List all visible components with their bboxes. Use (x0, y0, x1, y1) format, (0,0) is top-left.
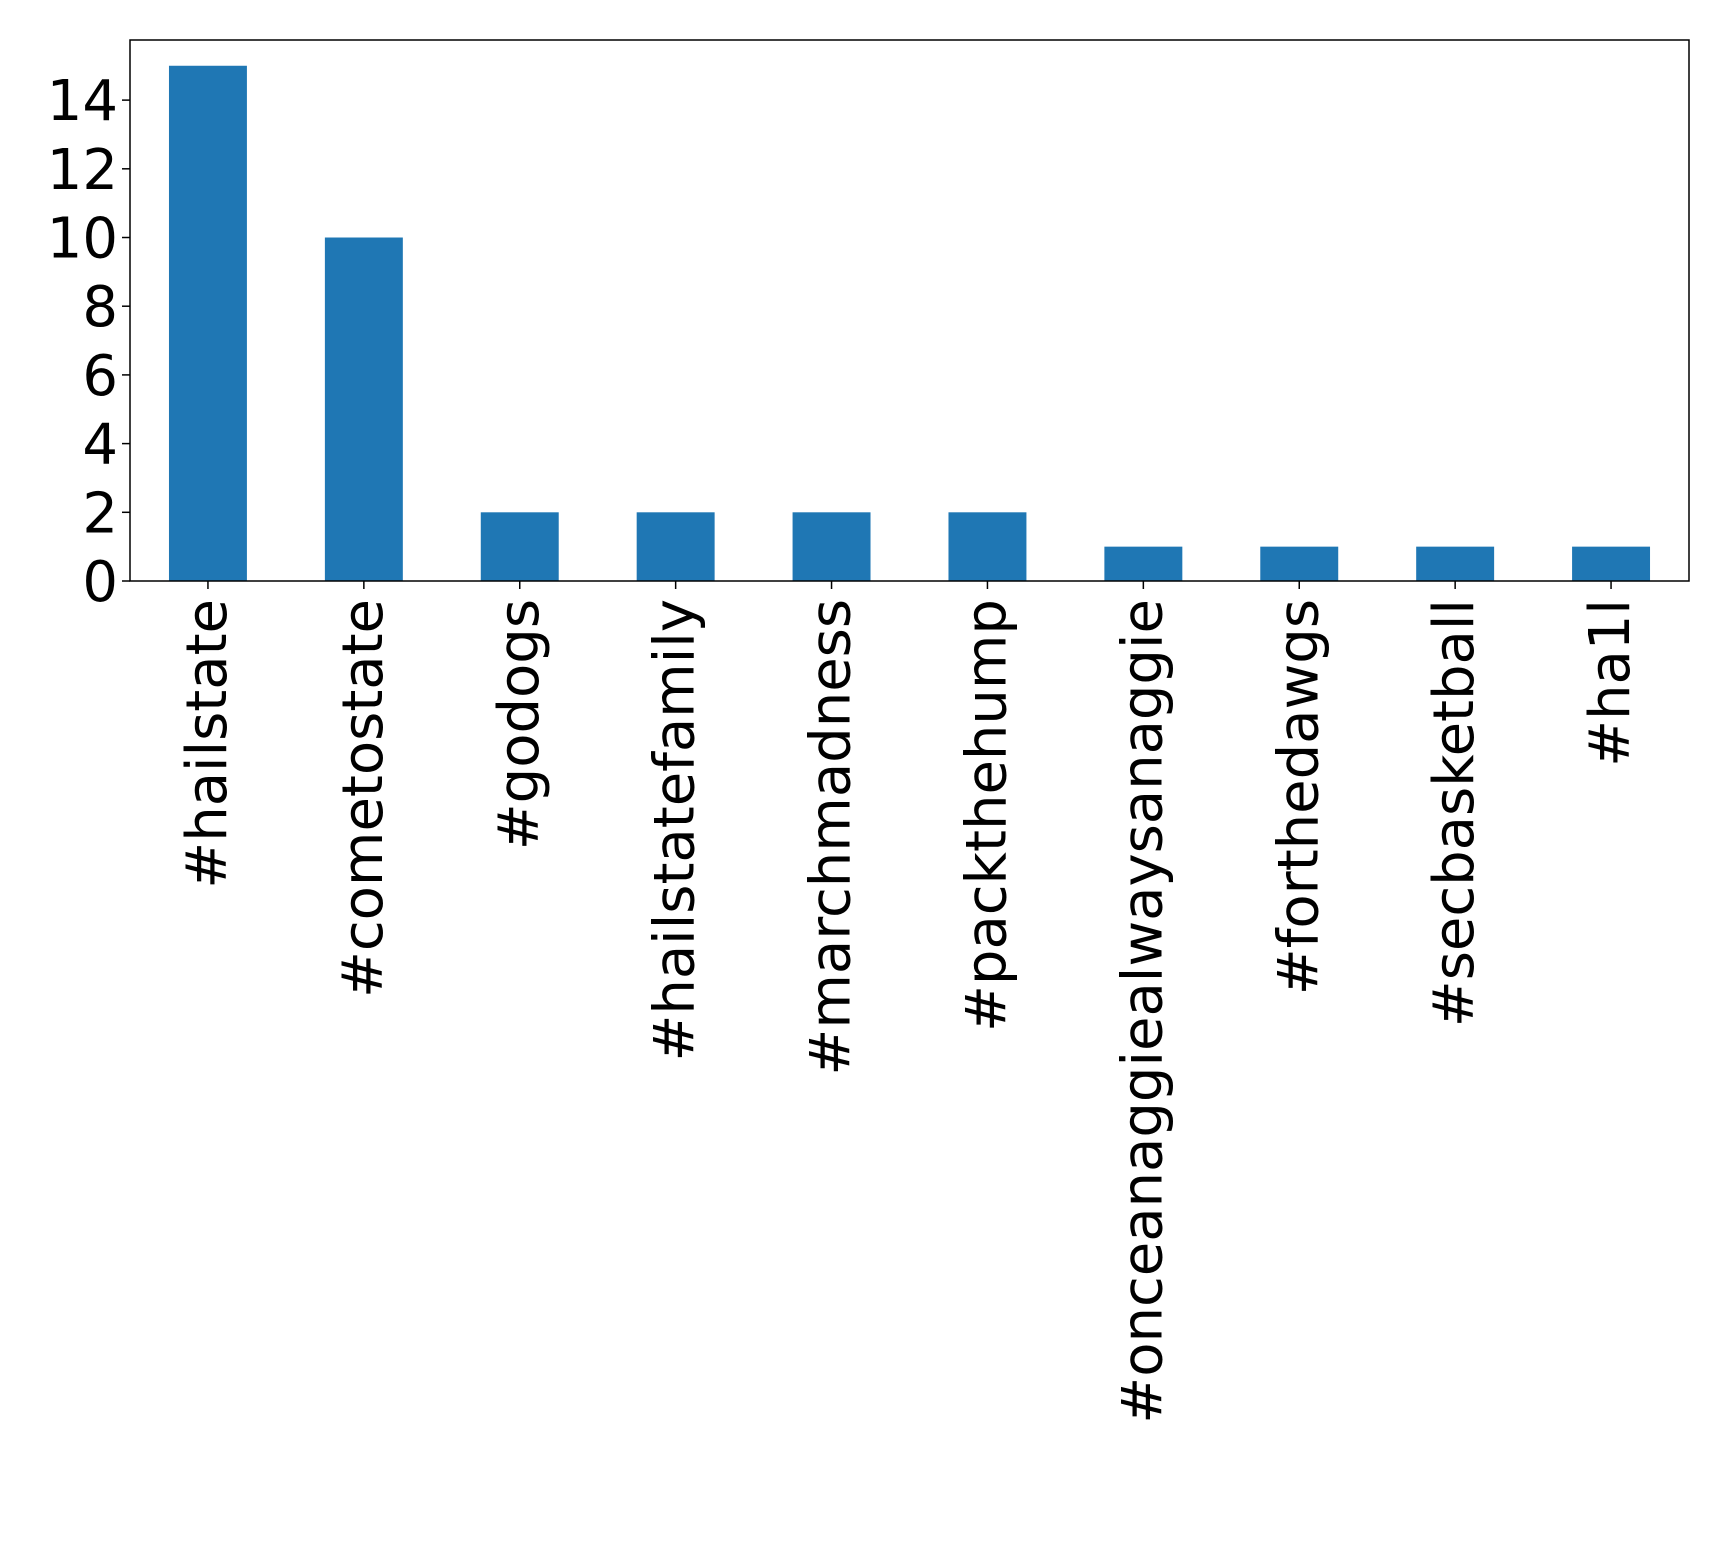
y-tick-label: 10 (47, 207, 118, 272)
bar-godogs (480, 512, 559, 581)
bar-onceanaggiealwaysanaggie (1104, 546, 1183, 581)
y-tick-label: 12 (47, 138, 118, 203)
bar-cometostate (324, 237, 403, 581)
x-axis: #hailstate #cometostate #godogs #hailstatef… (175, 581, 1643, 1424)
x-tick-label: #marchmadness (799, 599, 864, 1076)
y-tick-label: 8 (82, 275, 118, 340)
x-tick-label: #cometostate (331, 599, 396, 998)
x-tick-label: #godogs (487, 599, 552, 850)
bars-layer (168, 65, 1651, 581)
x-tick-label: #packthehump (954, 599, 1019, 1032)
x-tick-label: #hailstatefamily (643, 599, 708, 1062)
plot-frame (129, 39, 1690, 582)
x-tick-label: #secbasketball (1422, 599, 1487, 1027)
x-tick-label: #forthedawgs (1266, 599, 1331, 995)
y-tick-label: 6 (82, 344, 118, 409)
bar-hailstatefamily (636, 512, 715, 581)
bar-secbasketball (1416, 546, 1495, 581)
x-tick-label: #ha1l (1578, 599, 1643, 767)
y-tick-label: 14 (47, 69, 118, 134)
bar-packthehump (948, 512, 1027, 581)
y-tick-label: 2 (82, 481, 118, 546)
y-tick-label: 4 (82, 413, 118, 478)
bar-marchmadness (792, 512, 871, 581)
y-tick-label: 0 (82, 550, 118, 615)
x-tick-label: #hailstate (175, 599, 240, 889)
x-tick-label: #onceanaggiealwaysanaggie (1110, 599, 1175, 1424)
bar-hailstate (168, 65, 247, 581)
bar-ha1l (1572, 546, 1651, 581)
bar-forthedawgs (1260, 546, 1339, 581)
